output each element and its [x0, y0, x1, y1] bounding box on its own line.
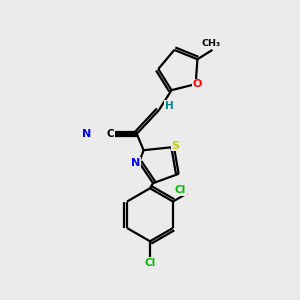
Text: N: N — [131, 158, 140, 167]
Text: CH₃: CH₃ — [201, 39, 220, 48]
Text: N: N — [82, 129, 91, 139]
Text: Cl: Cl — [144, 258, 156, 268]
Text: C: C — [106, 129, 114, 139]
Text: Cl: Cl — [175, 185, 186, 196]
Text: S: S — [171, 140, 179, 151]
Text: H: H — [165, 101, 173, 111]
Text: O: O — [193, 79, 202, 89]
